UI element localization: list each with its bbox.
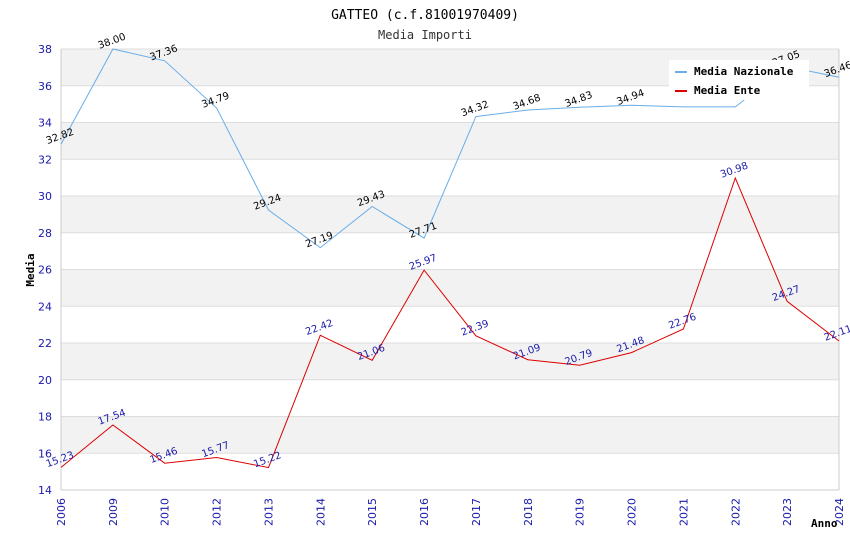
legend-label-media-nazionale: Media Nazionale — [694, 65, 794, 78]
grid-band — [61, 232, 839, 270]
grid-band — [61, 269, 839, 307]
x-axis-title: Anno — [811, 517, 838, 530]
x-tick-label: 2012 — [211, 498, 224, 526]
series-lines — [60, 48, 840, 469]
y-tick-label: 20 — [38, 374, 52, 387]
legend-box — [669, 60, 809, 100]
y-tick-label: 14 — [38, 484, 52, 497]
y-tick-label: 26 — [38, 264, 52, 277]
y-tick-label: 38 — [38, 43, 52, 56]
y-tick-label: 16 — [38, 447, 52, 460]
y-tick-label: 32 — [38, 153, 52, 166]
series-line-media-nazionale — [60, 48, 840, 249]
y-tick-label: 22 — [38, 337, 52, 350]
y-tick-label: 28 — [38, 227, 52, 240]
y-axis-title: Media — [24, 253, 37, 286]
x-tick-label: 2020 — [626, 498, 639, 526]
x-tick-label: 2022 — [729, 498, 742, 526]
x-tick-label: 2006 — [55, 498, 68, 526]
y-tick-label: 24 — [38, 300, 52, 313]
x-tick-label: 2010 — [159, 498, 172, 526]
x-tick-label: 2023 — [781, 498, 794, 526]
y-tick-label: 30 — [38, 190, 52, 203]
chart-subtitle: Media Importi — [378, 28, 472, 42]
x-tick-label: 2018 — [522, 498, 535, 526]
grid-band — [61, 416, 839, 454]
x-tick-label: 2013 — [262, 498, 275, 526]
y-tick-label: 34 — [38, 117, 52, 130]
grid-band — [61, 379, 839, 417]
x-tick-label: 2014 — [314, 498, 327, 526]
series-line-media-ente — [60, 176, 840, 469]
plot-background — [60, 48, 840, 491]
x-tick-label: 2015 — [366, 498, 379, 526]
x-tick-label: 2009 — [107, 498, 120, 526]
grid-band — [61, 196, 839, 233]
grid-band — [61, 122, 839, 160]
y-tick-label: 18 — [38, 411, 52, 424]
x-tick-label: 2024 — [833, 498, 846, 526]
chart-title: GATTEO (c.f.81001970409) — [331, 8, 519, 23]
grid-band — [61, 453, 839, 490]
legend-label-media-ente: Media Ente — [694, 84, 761, 97]
x-tick-label: 2021 — [677, 498, 690, 526]
grid-band — [61, 306, 839, 343]
x-tick-label: 2017 — [470, 498, 483, 526]
grid-band — [61, 343, 839, 380]
y-tick-label: 36 — [38, 80, 52, 93]
x-tick-label: 2019 — [574, 498, 587, 526]
x-tick-label: 2016 — [418, 498, 431, 526]
legend: Media Nazionale Media Ente — [669, 60, 809, 100]
